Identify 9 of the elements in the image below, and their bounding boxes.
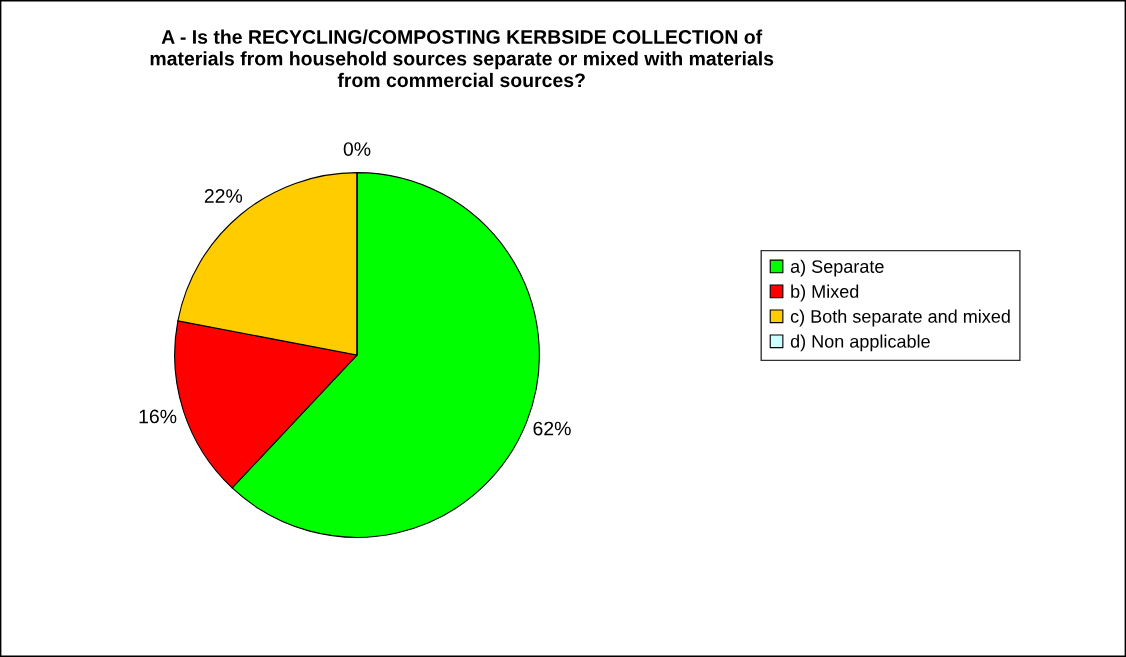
data-label: 62% [533,421,571,436]
text: 0% [343,142,371,156]
legend-label: b) Mixed [791,284,859,302]
legend-label: d) Non applicable [790,334,930,352]
legend-label: c) Both separate and mixed [790,309,1010,327]
legend-label: a) Separate [790,259,884,277]
data-label: 22% [204,189,243,203]
data-label: 16% [139,409,177,424]
chart-title: A - Is the RECYCLING/COMPOSTING KERBSIDE COLLECTION of materials from household sources separate or mixed with materials from commercial sources? [150,29,774,88]
